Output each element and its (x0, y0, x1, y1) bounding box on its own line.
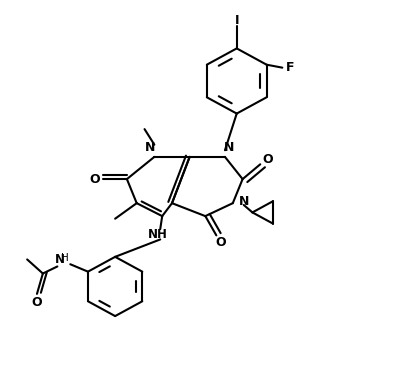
Text: O: O (32, 295, 42, 308)
Text: F: F (286, 61, 294, 74)
Text: N: N (145, 141, 156, 154)
Text: NH: NH (149, 228, 168, 241)
Text: O: O (262, 153, 273, 166)
Text: N: N (239, 195, 249, 208)
Text: N: N (55, 253, 65, 266)
Text: N: N (224, 141, 234, 154)
Text: H: H (61, 253, 69, 263)
Text: O: O (89, 173, 100, 186)
Text: O: O (215, 236, 226, 249)
Text: I: I (235, 14, 239, 27)
